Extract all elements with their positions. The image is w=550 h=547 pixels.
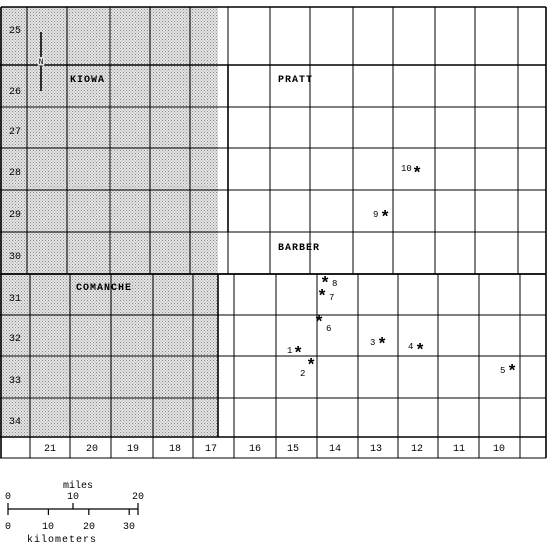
asterisk-icon: * (412, 165, 422, 184)
site-marker-5: 5 * (500, 363, 517, 382)
range-label: 17 (205, 444, 217, 455)
township-label: 33 (9, 376, 21, 387)
township-label: 32 (9, 334, 21, 345)
township-label: 31 (9, 294, 21, 305)
range-label: 12 (411, 444, 423, 455)
site-label: 8 (332, 279, 337, 289)
township-label: 25 (9, 26, 21, 37)
scale-miles-tick: 0 (5, 492, 11, 503)
township-labels: 25 26 27 28 29 30 31 32 33 34 (9, 26, 21, 428)
scale-miles-tick: 10 (67, 492, 79, 503)
scale-miles-tick: 20 (132, 492, 144, 503)
shaded-area (0, 7, 218, 437)
site-marker-8: * 8 (320, 275, 337, 294)
range-label: 11 (453, 444, 465, 455)
asterisk-icon: * (380, 209, 390, 228)
county-label-barber: BARBER (278, 243, 320, 254)
county-label-pratt: PRATT (278, 75, 313, 86)
north-arrow: N (37, 32, 45, 91)
asterisk-icon: * (320, 275, 330, 294)
site-marker-7: * 7 (317, 288, 334, 307)
site-marker-3: 3 * (370, 336, 387, 355)
site-label: 3 (370, 338, 375, 348)
scale-km-tick: 30 (123, 522, 135, 533)
range-label: 13 (370, 444, 382, 455)
site-label: 4 (408, 342, 413, 352)
county-label-comanche: COMANCHE (76, 283, 132, 294)
scale-bar: miles 0 10 20 0 10 20 30 kilometers (5, 480, 144, 546)
range-label: 16 (249, 444, 261, 455)
township-label: 29 (9, 210, 21, 221)
site-markers: 1 * 2 * 3 * 4 * 5 * * 6 * 7 * 8 (287, 164, 517, 382)
range-label: 19 (127, 444, 139, 455)
site-marker-1: 1 * (287, 345, 303, 364)
range-labels: 21 20 19 18 17 16 15 14 13 12 11 10 (44, 444, 505, 455)
scale-km-tick: 0 (5, 522, 11, 533)
site-label: 10 (401, 164, 412, 174)
site-marker-10: 10 * (401, 164, 422, 184)
county-borders (0, 6, 547, 458)
range-label: 10 (493, 444, 505, 455)
asterisk-icon: * (314, 314, 324, 333)
site-marker-4: 4 * (408, 342, 425, 361)
site-label: 9 (373, 210, 378, 220)
range-label: 14 (329, 444, 341, 455)
township-label: 27 (9, 127, 21, 138)
scale-miles-title: miles (63, 480, 93, 492)
township-label: 30 (9, 252, 21, 263)
scale-km-tick: 20 (83, 522, 95, 533)
north-arrow-label: N (39, 58, 44, 67)
range-label: 15 (287, 444, 299, 455)
township-label: 26 (9, 87, 21, 98)
site-marker-2: 2 * (300, 357, 316, 379)
county-label-kiowa: KIOWA (70, 75, 105, 86)
asterisk-icon: * (293, 345, 303, 364)
asterisk-icon: * (377, 336, 387, 355)
site-marker-9: 9 * (373, 209, 390, 228)
scale-km-tick: 10 (42, 522, 54, 533)
site-marker-6: * 6 (314, 314, 331, 334)
site-label: 1 (287, 346, 292, 356)
asterisk-icon: * (306, 357, 316, 376)
site-label: 6 (326, 324, 331, 334)
scale-km-title: kilometers (27, 534, 97, 546)
asterisk-icon: * (507, 363, 517, 382)
site-label: 5 (500, 366, 505, 376)
township-label: 28 (9, 168, 21, 179)
range-label: 21 (44, 444, 56, 455)
site-label: 2 (300, 369, 305, 379)
site-label: 7 (329, 293, 334, 303)
range-label: 18 (169, 444, 181, 455)
asterisk-icon: * (317, 288, 327, 307)
range-label: 20 (86, 444, 98, 455)
asterisk-icon: * (415, 342, 425, 361)
township-label: 34 (9, 417, 21, 428)
